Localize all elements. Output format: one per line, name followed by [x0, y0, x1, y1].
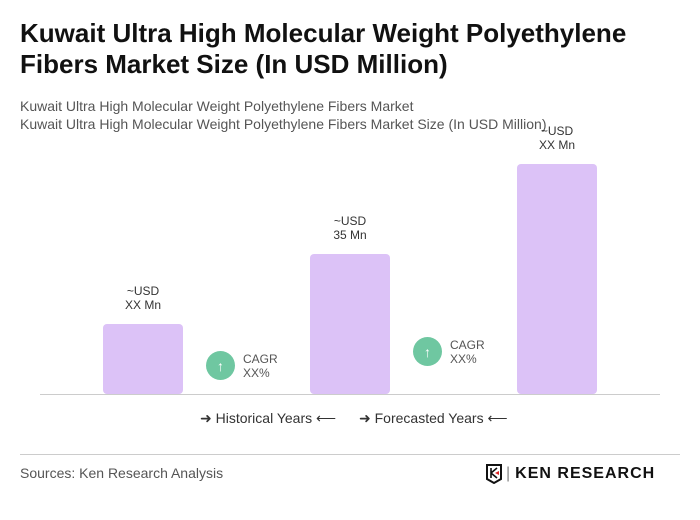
- legend-historical: ➜ Historical Years ⟵: [200, 410, 337, 426]
- arrow-left-icon: ⟵: [316, 410, 337, 426]
- arrow-up-icon: ↑: [413, 337, 442, 366]
- cagr-badge-1: ↑ CAGR XX%: [206, 351, 278, 380]
- bar-1: [103, 324, 183, 394]
- subtitle-2: Kuwait Ultra High Molecular Weight Polye…: [20, 116, 547, 132]
- bar-3: [517, 164, 597, 394]
- subtitle: Kuwait Ultra High Molecular Weight Polye…: [20, 98, 414, 114]
- sources: Sources: Ken Research Analysis: [20, 465, 224, 481]
- cagr-badge-2: ↑ CAGR XX%: [413, 337, 485, 366]
- data-label-2: ~USD 35 Mn: [333, 214, 367, 242]
- divider: [20, 454, 680, 455]
- arrow-right-icon: ➜: [200, 410, 212, 426]
- page-title: Kuwait Ultra High Molecular Weight Polye…: [20, 18, 627, 79]
- bar-2: [310, 254, 390, 394]
- arrow-up-icon: ↑: [206, 351, 235, 380]
- legend-forecasted: ➜ Forecasted Years ⟵: [359, 410, 508, 426]
- arrow-left-icon: ⟵: [487, 410, 508, 426]
- data-label-1: ~USD XX Mn: [124, 284, 161, 312]
- ken-research-logo: | KEN RESEARCH: [486, 464, 655, 484]
- logo-icon: [486, 464, 502, 484]
- arrow-right-icon: ➜: [359, 410, 371, 426]
- data-label-3: ~USD XX Mn: [538, 124, 575, 152]
